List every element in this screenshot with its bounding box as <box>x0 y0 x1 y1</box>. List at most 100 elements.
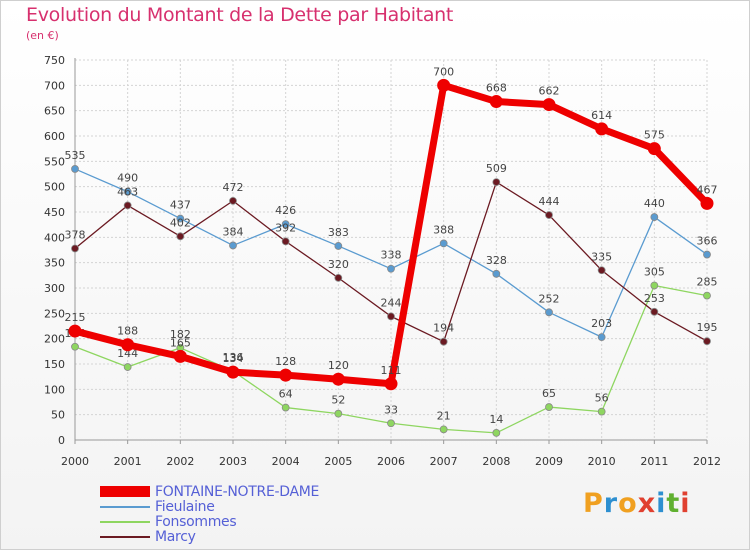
data-label-fonsommes: 305 <box>644 265 665 278</box>
data-label-fonsommes: 64 <box>279 388 293 401</box>
data-point-marcy <box>123 201 132 210</box>
data-label-fontaine-notre-dame: 165 <box>170 336 191 349</box>
data-label-marcy: 444 <box>539 195 560 208</box>
data-label-marcy: 509 <box>486 162 507 175</box>
y-tick-label: 250 <box>44 307 65 320</box>
data-point-marcy <box>492 178 501 187</box>
data-label-fontaine-notre-dame: 128 <box>275 355 296 368</box>
x-tick-label: 2010 <box>588 455 616 468</box>
data-label-fontaine-notre-dame: 188 <box>117 325 138 338</box>
data-label-marcy: 253 <box>644 292 665 305</box>
data-point-fieulaine <box>123 187 132 196</box>
data-point-marcy <box>545 211 553 219</box>
legend-item-fonsommes: Fonsommes <box>100 514 400 530</box>
data-point-fontaine-notre-dame <box>437 78 451 92</box>
y-tick-label: 150 <box>44 358 65 371</box>
logo-letter: i <box>656 488 667 519</box>
data-point-marcy <box>176 232 185 241</box>
data-point-fieulaine <box>545 308 553 317</box>
data-point-marcy <box>387 312 395 321</box>
data-point-fonsommes <box>703 291 711 300</box>
logo-letter: o <box>618 488 638 519</box>
data-point-fonsommes <box>597 407 606 416</box>
x-tick-label: 2003 <box>219 455 247 468</box>
y-tick-label: 350 <box>44 257 65 270</box>
data-label-fonsommes: 33 <box>384 403 398 416</box>
data-label-fieulaine: 388 <box>433 223 454 236</box>
legend-item-marcy: Marcy <box>100 529 400 545</box>
data-point-fontaine-notre-dame <box>542 98 556 112</box>
y-tick-label: 100 <box>44 383 65 396</box>
y-tick-label: 550 <box>44 155 65 168</box>
chart-subtitle: (en €) <box>26 29 59 42</box>
y-tick-label: 650 <box>44 105 65 118</box>
data-point-fonsommes <box>334 409 343 418</box>
data-point-fieulaine <box>387 264 395 273</box>
data-point-fonsommes <box>281 403 290 412</box>
data-point-fontaine-notre-dame <box>331 372 345 386</box>
data-label-fieulaine: 490 <box>117 172 138 185</box>
data-label-fieulaine: 535 <box>65 149 86 162</box>
data-point-fieulaine <box>334 242 343 250</box>
y-tick-label: 300 <box>44 282 65 295</box>
data-point-fieulaine <box>703 250 711 259</box>
legend-label-fieulaine: Fieulaine <box>155 499 215 515</box>
data-point-fonsommes <box>545 403 553 411</box>
y-tick-label: 450 <box>44 206 65 219</box>
data-label-fontaine-notre-dame: 134 <box>223 352 244 365</box>
x-tick-label: 2002 <box>166 455 194 468</box>
data-point-marcy <box>334 273 343 282</box>
legend-label-fontaine: FONTAINE-NOTRE-DAME <box>155 484 320 500</box>
legend-swatch-fieulaine <box>100 506 150 508</box>
x-tick-label: 2007 <box>430 455 458 468</box>
data-label-fonsommes: 65 <box>542 387 556 400</box>
data-label-marcy: 392 <box>275 221 296 234</box>
data-point-fieulaine <box>229 241 237 250</box>
logo-letter: t <box>666 488 681 519</box>
data-label-fieulaine: 252 <box>539 292 560 305</box>
data-point-fonsommes <box>71 342 79 351</box>
y-tick-label: 500 <box>44 181 65 194</box>
data-label-fonsommes: 136 <box>223 351 244 364</box>
data-label-marcy: 320 <box>328 258 349 271</box>
data-point-fontaine-notre-dame <box>226 365 240 379</box>
x-tick-label: 2001 <box>114 455 142 468</box>
data-label-fonsommes: 56 <box>595 392 609 405</box>
data-label-fonsommes: 21 <box>437 409 451 422</box>
data-label-fontaine-notre-dame: 120 <box>328 359 349 372</box>
logo-letter: i <box>680 488 691 519</box>
x-tick-label: 2005 <box>324 455 352 468</box>
data-point-fonsommes <box>439 425 448 434</box>
data-point-fontaine-notre-dame <box>647 142 661 156</box>
data-label-fonsommes: 144 <box>117 347 138 360</box>
data-label-fonsommes: 182 <box>170 328 191 341</box>
logo-letter: r <box>603 488 619 519</box>
data-label-fieulaine: 338 <box>381 249 402 262</box>
data-point-marcy <box>71 244 79 253</box>
data-label-fontaine-notre-dame: 614 <box>591 109 612 122</box>
x-tick-label: 2006 <box>377 455 405 468</box>
proxiti-logo: Proxiti <box>583 488 691 519</box>
data-point-fontaine-notre-dame <box>384 377 398 391</box>
x-tick-label: 2012 <box>693 455 721 468</box>
data-label-marcy: 472 <box>223 181 244 194</box>
data-point-fieulaine <box>176 214 185 223</box>
data-point-fontaine-notre-dame <box>68 324 82 338</box>
data-label-fonsommes: 52 <box>331 394 345 407</box>
data-label-fontaine-notre-dame: 700 <box>433 65 454 78</box>
y-tick-label: 750 <box>44 54 65 67</box>
legend-label-fonsommes: Fonsommes <box>155 514 237 530</box>
data-point-fieulaine <box>71 165 79 173</box>
data-point-fontaine-notre-dame <box>279 368 293 382</box>
chart-title: Evolution du Montant de la Dette par Hab… <box>26 4 454 26</box>
y-tick-label: 200 <box>44 333 65 346</box>
data-label-fieulaine: 426 <box>275 204 296 217</box>
data-point-marcy <box>597 266 606 275</box>
data-point-fieulaine <box>597 333 606 342</box>
data-label-marcy: 244 <box>381 296 402 309</box>
data-point-fonsommes <box>123 363 132 371</box>
data-point-marcy <box>703 337 711 346</box>
y-tick-label: 50 <box>51 409 65 422</box>
legend-swatch-marcy <box>100 536 150 538</box>
